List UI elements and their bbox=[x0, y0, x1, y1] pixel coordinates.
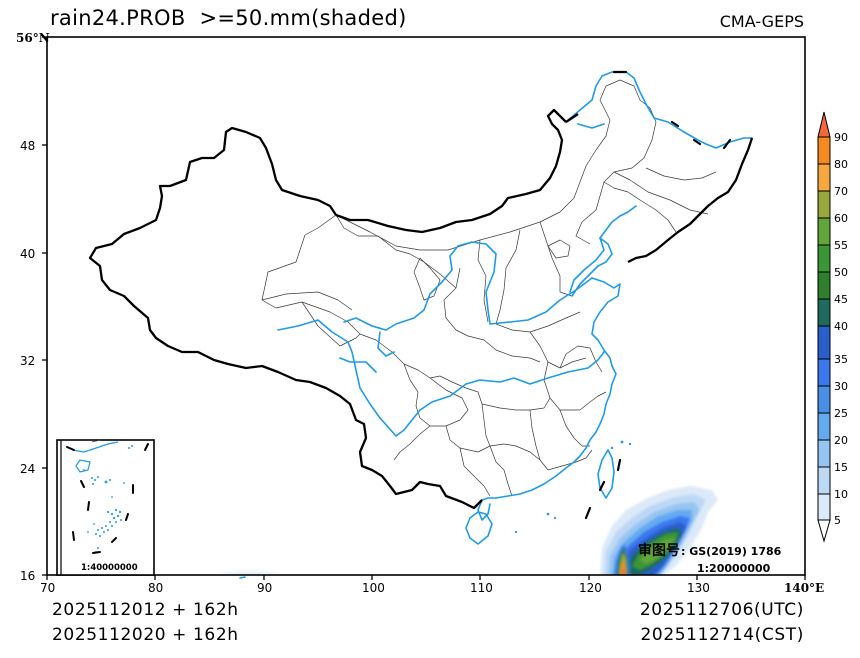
y-tick-48: 48 bbox=[20, 139, 35, 153]
x-tick-130: 130 bbox=[687, 581, 710, 595]
svg-text:70: 70 bbox=[834, 185, 848, 198]
svg-text:45: 45 bbox=[834, 293, 848, 306]
colorbar bbox=[817, 111, 831, 543]
inset-scale-label: 1:40000000 bbox=[81, 563, 138, 573]
svg-text:20: 20 bbox=[834, 434, 848, 447]
approval-code: : GS(2019) 1786 bbox=[681, 545, 782, 558]
y-tick-40: 40 bbox=[20, 247, 35, 261]
svg-text:60: 60 bbox=[834, 212, 848, 225]
maritime-boundary-dashes bbox=[584, 70, 732, 520]
chart-title: rain24.PROB >=50.mm(shaded) bbox=[50, 6, 407, 30]
model-source: CMA-GEPS bbox=[719, 12, 804, 31]
svg-text:5: 5 bbox=[834, 514, 841, 527]
approval-label: 审图号 bbox=[638, 542, 680, 559]
x-tick-100: 100 bbox=[362, 581, 385, 595]
y-tick-24: 24 bbox=[20, 462, 35, 476]
svg-text:55: 55 bbox=[834, 239, 848, 252]
axis-ticks bbox=[42, 36, 806, 580]
province-boundaries bbox=[261, 79, 717, 497]
svg-text:40: 40 bbox=[834, 320, 848, 333]
x-tick-80: 80 bbox=[148, 581, 163, 595]
x-tick-140: 140°E bbox=[784, 581, 824, 595]
valid-time-cst: 2025112714(CST) bbox=[640, 625, 804, 645]
svg-text:35: 35 bbox=[834, 353, 848, 366]
init-time-cst: 2025112020 + 162h bbox=[52, 625, 239, 645]
colorbar-labels: 5 10 15 20 25 30 35 40 45 50 55 60 70 80… bbox=[834, 131, 848, 527]
x-tick-90: 90 bbox=[257, 581, 272, 595]
svg-text:80: 80 bbox=[834, 158, 848, 171]
y-tick-32: 32 bbox=[20, 354, 35, 368]
x-tick-110: 110 bbox=[470, 581, 493, 595]
svg-text:15: 15 bbox=[834, 461, 848, 474]
init-time-utc: 2025112012 + 162h bbox=[52, 600, 239, 620]
probability-shading bbox=[222, 486, 718, 575]
svg-text:50: 50 bbox=[834, 266, 848, 279]
x-tick-120: 120 bbox=[579, 581, 602, 595]
svg-text:90: 90 bbox=[834, 131, 848, 144]
island-dots bbox=[514, 440, 632, 534]
y-tick-16: 16 bbox=[20, 569, 35, 583]
y-tick-56: 56°N bbox=[16, 31, 50, 45]
rivers-and-coastline bbox=[239, 71, 753, 579]
main-scale-label: 1:20000000 bbox=[697, 562, 771, 575]
x-tick-70: 70 bbox=[40, 581, 55, 595]
valid-time-utc: 2025112706(UTC) bbox=[639, 600, 804, 620]
plot-frame bbox=[46, 36, 806, 576]
inset-map: 1:40000000 bbox=[56, 439, 155, 576]
svg-text:30: 30 bbox=[834, 380, 848, 393]
svg-text:25: 25 bbox=[834, 407, 848, 420]
national-border bbox=[88, 108, 754, 510]
svg-text:10: 10 bbox=[834, 488, 848, 501]
